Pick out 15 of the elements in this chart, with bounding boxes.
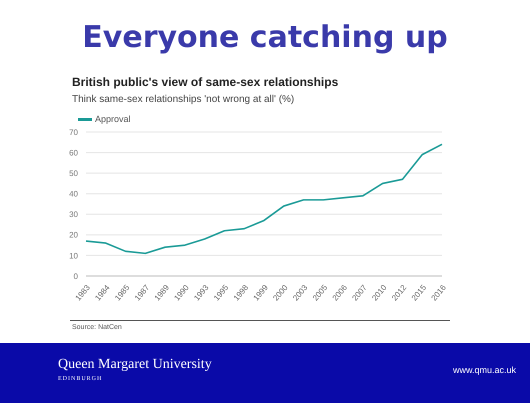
y-axis-title: Think same-sex relationships 'not wrong at all' (%): [72, 94, 294, 105]
chart-title: Everyone catching up: [81, 20, 449, 55]
y-tick-label: 0: [74, 272, 79, 281]
text: www.qmu.ac.uk: [452, 365, 516, 375]
y-tick-label: 50: [69, 168, 79, 178]
y-tick-label: 20: [69, 230, 79, 240]
y-tick-label: 30: [69, 210, 79, 220]
y-tick-label: 60: [69, 148, 79, 158]
y-tick-label: 70: [69, 128, 79, 137]
chart-subtitle: British public's view of same-sex relationships: [72, 75, 338, 89]
y-tick-label: 40: [69, 190, 79, 199]
line-series: [85, 144, 443, 254]
y-tick-label: 10: [69, 251, 79, 260]
legend-label: Approval: [94, 114, 131, 124]
text: Queen Margaret University: [58, 357, 212, 373]
